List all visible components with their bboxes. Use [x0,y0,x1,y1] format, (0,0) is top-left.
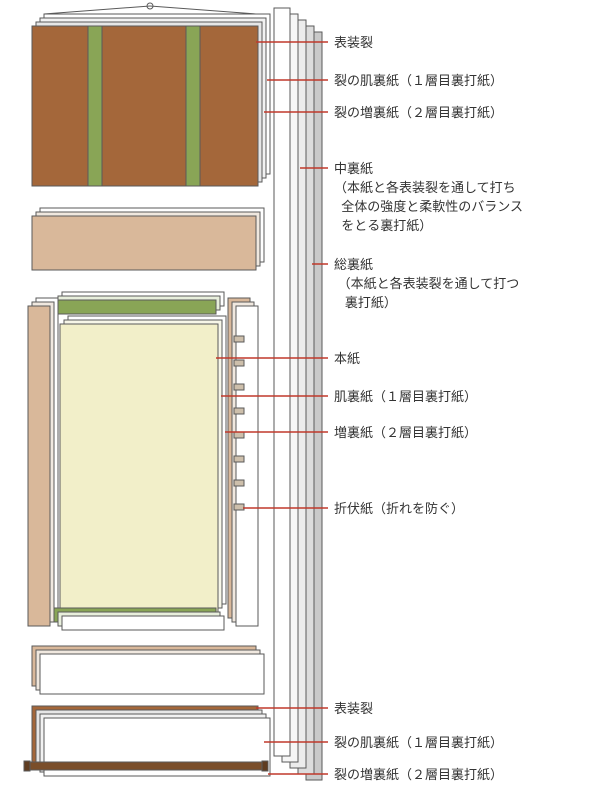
label-l9: 折伏紙（折れを防ぐ） [334,500,464,519]
label-l6: 本紙 [334,350,360,369]
label-l7: 肌裏紙（１層目裏打紙） [334,388,477,407]
label-l1: 表装裂 [334,34,373,53]
label-l8: 増裏紙（２層目裏打紙） [334,424,477,443]
label-l12: 裂の増裏紙（２層目裏打紙） [334,766,503,785]
label-l4: 中裏紙 （本紙と各表装裂を通して打ち 全体の強度と柔軟性のバランス をとる裏打紙… [334,160,523,235]
diagram-svg [0,0,600,800]
scroll-layer-diagram: 表装裂裂の肌裏紙（１層目裏打紙）裂の増裏紙（２層目裏打紙）中裏紙 （本紙と各表装… [0,0,600,800]
label-l3: 裂の増裏紙（２層目裏打紙） [334,104,503,123]
label-l2: 裂の肌裏紙（１層目裏打紙） [334,72,503,91]
label-l10: 表装裂 [334,700,373,719]
label-l11: 裂の肌裏紙（１層目裏打紙） [334,734,503,753]
label-l5: 総裏紙 （本紙と各表装裂を通して打つ 裏打紙） [334,256,519,313]
